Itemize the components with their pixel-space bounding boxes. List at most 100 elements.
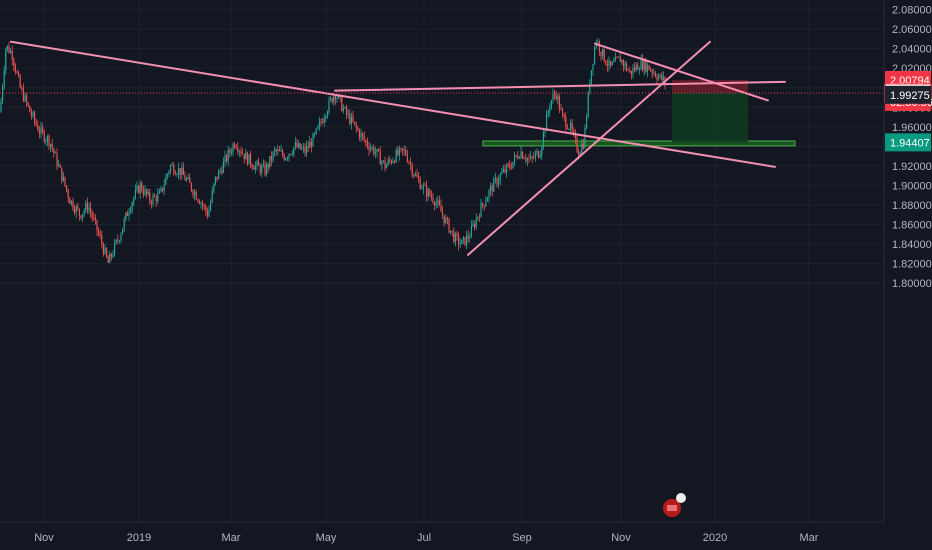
candle-body [659,74,661,77]
time-axis-ticks: Nov 2019 Mar May Jul Sep Nov 2020 Mar [34,532,819,544]
candle-body [190,183,192,191]
candle-body [237,148,239,152]
event-flag-icon[interactable] [663,493,686,517]
candle-body [248,154,250,165]
candle-body [574,133,576,139]
candle-body [126,212,128,216]
svg-text:1.99275: 1.99275 [890,90,930,102]
candle-body [253,167,255,170]
candle-body [656,76,658,80]
candle-body [166,173,168,177]
reward-zone[interactable] [672,92,748,143]
candle-body [371,147,373,149]
candle-body [206,211,208,217]
candle-body [576,138,578,152]
candle-body [18,72,20,77]
candle-body [634,67,636,71]
candle-body [432,197,434,203]
candle-body [514,155,516,162]
candle-body [134,189,136,198]
candle-body [243,153,245,160]
candle-body [389,159,391,161]
candle-body [397,150,399,156]
ascending-trendline[interactable] [467,40,711,256]
candle-body [50,143,52,147]
candle-body [70,200,72,204]
candle-body [22,88,24,101]
candle-body [630,70,632,75]
candle-body [77,206,79,210]
candle-body [350,116,352,124]
candle-body [80,215,82,219]
candle-body [184,174,186,181]
candle-body [442,211,444,216]
candle-body [170,165,172,172]
candle-body [434,202,436,206]
candle-body [269,156,271,168]
candle-body [408,161,410,163]
candle-body [506,164,508,173]
candle-body [467,235,469,239]
candle-body [67,190,69,198]
candle-body [186,178,188,181]
candle-body [27,102,29,106]
candle-body [418,176,420,180]
candle-body [426,185,428,197]
price-tick-label: 2.04000 [892,44,932,56]
candle-body [158,191,160,194]
candle-body [66,185,68,191]
candle-body [483,205,485,207]
candle-body [309,141,311,148]
trend-lines[interactable] [10,40,786,256]
candle-body [544,131,546,133]
candle-body [547,111,549,114]
candle-body [0,101,2,113]
wedge-upper-line[interactable] [594,42,769,102]
candle-body [538,151,540,158]
candle-body [94,217,96,220]
horizontal-resistance-line[interactable] [334,80,786,92]
price-tick-label: 1.86000 [892,220,932,232]
support-zone[interactable] [482,140,796,147]
candle-body [477,216,479,219]
candle-body [512,161,514,169]
candle-body [294,142,296,148]
candle-body [202,202,204,206]
candle-body [558,96,560,110]
candle-body [205,205,207,212]
candle-body [416,174,418,177]
candle-body [608,60,610,66]
candle-body [85,202,87,211]
descending-trendline-long[interactable] [10,40,776,168]
candle-body [82,213,84,219]
candle-body [373,147,375,154]
candle-body [448,218,450,233]
candle-body [614,57,616,62]
candle-body [600,51,602,56]
candle-body [16,71,18,73]
candle-body [320,121,322,123]
candle-body [651,70,653,73]
candle-body [550,100,552,107]
candle-body [590,70,592,85]
candle-body [2,86,4,102]
candle-body [72,200,74,210]
candle-body [99,233,101,237]
candle-body [635,64,637,71]
grid [0,0,884,522]
candle-body [242,153,244,155]
candle-body [658,76,660,80]
candle-body [619,56,621,62]
candle-body [259,165,261,173]
candle-body [136,186,138,190]
candle-body [10,50,12,53]
time-tick-label: Mar [222,532,241,544]
candle-body [515,155,517,157]
candle-body [125,212,127,220]
candle-body [358,130,360,138]
candle-body [336,98,338,100]
candle-body [493,179,495,192]
candle-body [394,160,396,163]
candle-body [368,146,370,151]
